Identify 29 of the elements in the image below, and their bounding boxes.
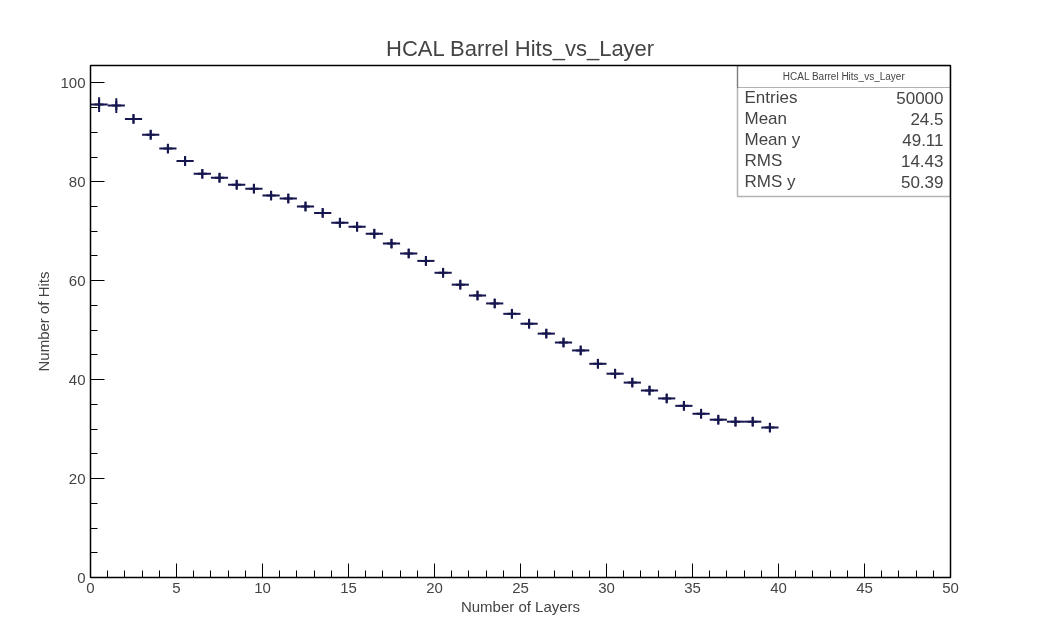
x-tick-label: 15 (340, 578, 357, 596)
y-tick-label: 40 (68, 370, 86, 388)
annotation: 50.39 (900, 172, 944, 192)
annotation: 14.43 (900, 151, 944, 171)
x-tick-label: 20 (426, 578, 443, 596)
x-tick-label: 10 (254, 578, 271, 596)
x-tick-label: 30 (598, 578, 615, 596)
y-tick-label: 60 (68, 271, 86, 289)
annotation: HCAL Barrel Hits_vs_Layer (782, 71, 906, 82)
annotation: 24.5 (910, 109, 944, 129)
annotation: Entries (744, 88, 798, 107)
x-tick-label: 45 (856, 578, 873, 596)
annotation: RMS (744, 151, 783, 170)
y-tick-label: 80 (68, 172, 86, 190)
annotation: 49.11 (902, 130, 944, 150)
chart-title: HCAL Barrel Hits_vs_Layer (386, 35, 655, 61)
annotation: Mean (744, 109, 788, 128)
annotation: Mean y (744, 130, 801, 149)
x-tick-label: 35 (684, 578, 701, 596)
x-tick-label: 40 (770, 578, 787, 596)
y-tick-label: 100 (60, 73, 86, 91)
x-axis-title: Number of Layers (460, 597, 581, 615)
x-tick-label: 25 (512, 578, 529, 596)
y-axis-title: Number of Hits (35, 271, 53, 372)
x-tick-label: 5 (172, 578, 181, 596)
annotation: RMS y (744, 172, 796, 191)
annotation: 50000 (896, 88, 944, 108)
x-tick-label: 50 (942, 578, 959, 596)
y-tick-label: 20 (68, 469, 86, 487)
